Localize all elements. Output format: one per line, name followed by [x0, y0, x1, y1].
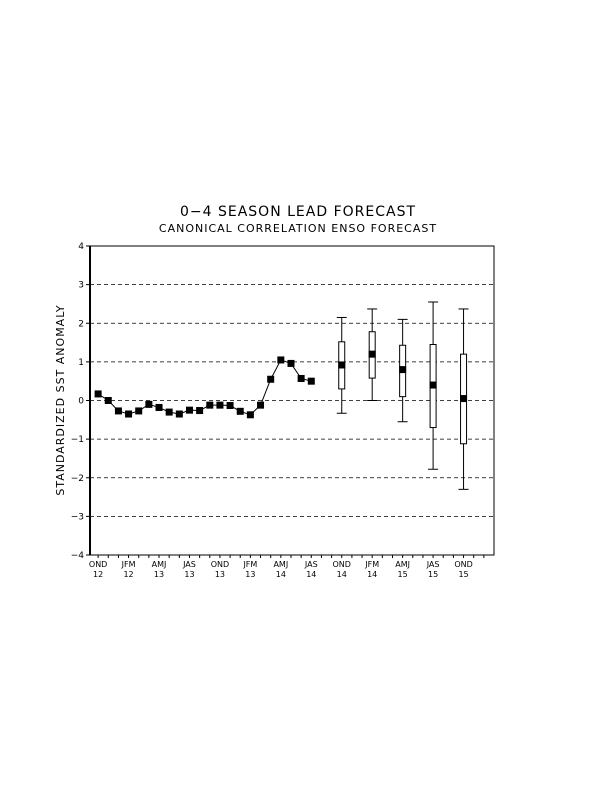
- x-tick-season: JFM: [364, 560, 379, 569]
- observed-point: [216, 401, 224, 409]
- x-tick-season: OND: [454, 560, 472, 569]
- y-tick-label: 1: [78, 358, 84, 368]
- observed-line: [97, 359, 312, 416]
- x-tick-year: 13: [245, 570, 255, 579]
- y-tick-label: 3: [78, 281, 84, 291]
- observed-point: [246, 411, 254, 419]
- observed-point: [257, 401, 265, 409]
- forecast-median: [399, 366, 407, 374]
- chart-subtitle: CANONICAL CORRELATION ENSO FORECAST: [159, 222, 437, 235]
- forecast-median: [429, 381, 437, 389]
- x-tick-year: 15: [458, 570, 468, 579]
- grid-lines: [90, 284, 494, 517]
- observed-point: [135, 407, 143, 415]
- observed-point: [287, 359, 295, 367]
- x-tick-season: JAS: [182, 560, 196, 569]
- x-tick-year: 14: [306, 570, 316, 579]
- forecast-median: [460, 395, 468, 403]
- observed-point: [145, 400, 153, 408]
- x-tick-season: AMJ: [395, 560, 410, 569]
- y-tick-label: 4: [78, 242, 84, 252]
- x-tick-year: 12: [93, 570, 103, 579]
- observed-point: [185, 406, 193, 414]
- x-tick-season: JFM: [121, 560, 136, 569]
- x-tick-year: 14: [276, 570, 286, 579]
- y-axis-label: STANDARDIZED SST ANOMALY: [54, 304, 67, 495]
- x-tick-season: JAS: [426, 560, 440, 569]
- y-tick-label: −2: [71, 474, 84, 484]
- observed-point: [236, 407, 244, 415]
- x-tick-year: 12: [123, 570, 133, 579]
- observed-point: [297, 374, 305, 382]
- data-series: [94, 301, 469, 490]
- x-tick-year: 14: [337, 570, 347, 579]
- observed-point: [155, 403, 163, 411]
- observed-point: [94, 390, 102, 398]
- observed-point: [206, 401, 214, 409]
- x-tick-season: JAS: [304, 560, 318, 569]
- forecast-median: [338, 361, 346, 369]
- observed-point: [277, 356, 285, 364]
- y-tick-label: −4: [71, 551, 85, 561]
- y-tick-label: −1: [71, 435, 84, 445]
- observed-point: [226, 402, 234, 410]
- observed-point: [175, 410, 183, 418]
- x-tick-season: JFM: [242, 560, 257, 569]
- y-tick-label: 0: [78, 397, 84, 407]
- x-tick-season: OND: [89, 560, 107, 569]
- y-tick-label: −3: [71, 512, 84, 522]
- observed-point: [125, 410, 133, 418]
- forecast-median: [368, 350, 376, 358]
- x-tick-season: AMJ: [273, 560, 288, 569]
- observed-point: [114, 407, 122, 415]
- x-tick-year: 15: [428, 570, 438, 579]
- x-tick-year: 13: [184, 570, 194, 579]
- x-tick-season: AMJ: [152, 560, 167, 569]
- x-tick-year: 14: [367, 570, 377, 579]
- x-tick-year: 13: [215, 570, 225, 579]
- x-tick-season: OND: [333, 560, 351, 569]
- x-tick-year: 15: [398, 570, 408, 579]
- y-tick-label: 2: [78, 319, 84, 329]
- observed-point: [307, 377, 315, 385]
- observed-point: [165, 408, 173, 416]
- x-tick-year: 13: [154, 570, 164, 579]
- x-tick-season: OND: [211, 560, 229, 569]
- observed-point: [267, 375, 275, 383]
- observed-point: [104, 397, 112, 404]
- axes: 43210−1−2−3−4OND12JFM12AMJ13JAS13OND13JF…: [71, 242, 495, 579]
- chart-title: 0−4 SEASON LEAD FORECAST: [180, 204, 416, 220]
- observed-point: [196, 407, 204, 415]
